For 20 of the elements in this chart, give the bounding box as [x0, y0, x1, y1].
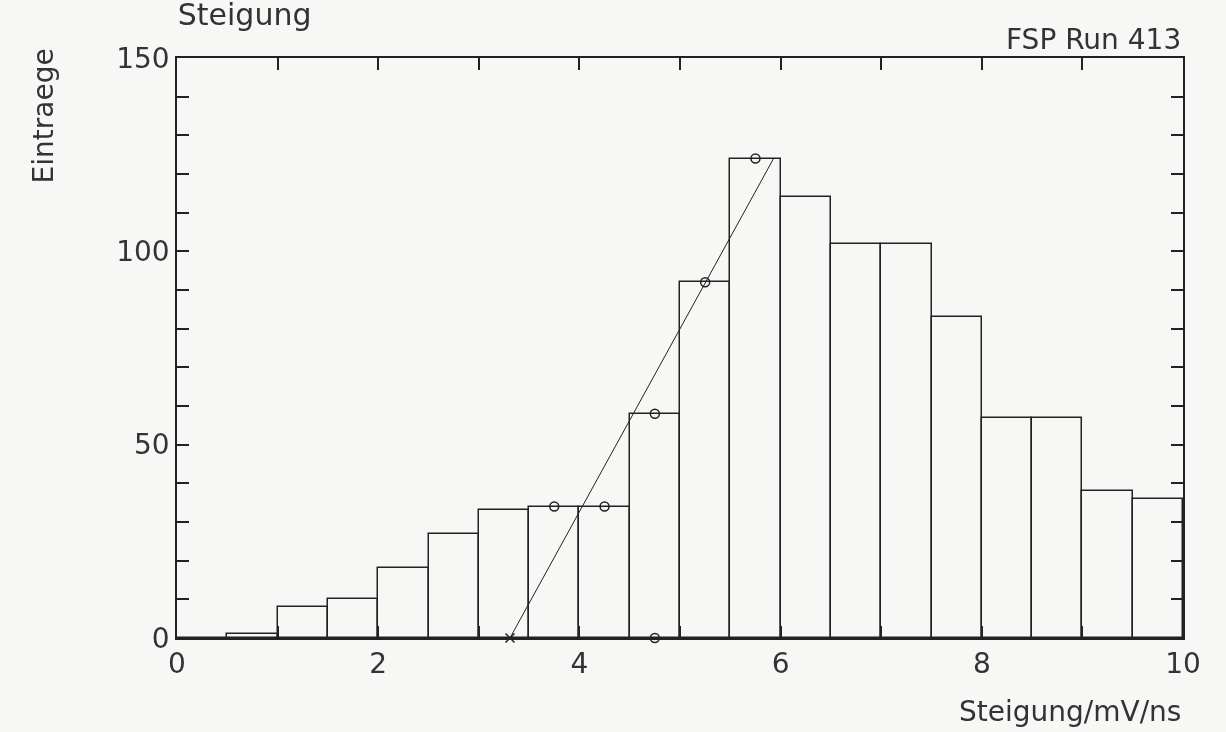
- y-tick-label: 150: [116, 41, 170, 75]
- y-tick-label: 0: [151, 621, 170, 655]
- y-axis-title: Eintraege: [26, 48, 60, 184]
- y-tick-label: 100: [116, 235, 170, 269]
- x-tick-label: 2: [369, 647, 388, 681]
- x-tick-label: 4: [570, 647, 589, 681]
- chart-subtitle: FSP Run 413: [1006, 23, 1182, 56]
- point: [699, 277, 711, 288]
- point: [649, 408, 661, 419]
- x-tick-label: 6: [771, 647, 790, 681]
- x-tick-label: 10: [1165, 647, 1201, 681]
- point: [504, 632, 516, 644]
- point: [599, 501, 610, 512]
- point: [549, 501, 560, 512]
- x-axis-title: Steigung/mV/ns: [959, 695, 1182, 728]
- y-tick-label: 50: [134, 428, 170, 462]
- point: [750, 153, 761, 164]
- x-tick-label: 8: [972, 647, 991, 681]
- chart-title: Steigung: [177, 0, 312, 32]
- point: [649, 632, 661, 644]
